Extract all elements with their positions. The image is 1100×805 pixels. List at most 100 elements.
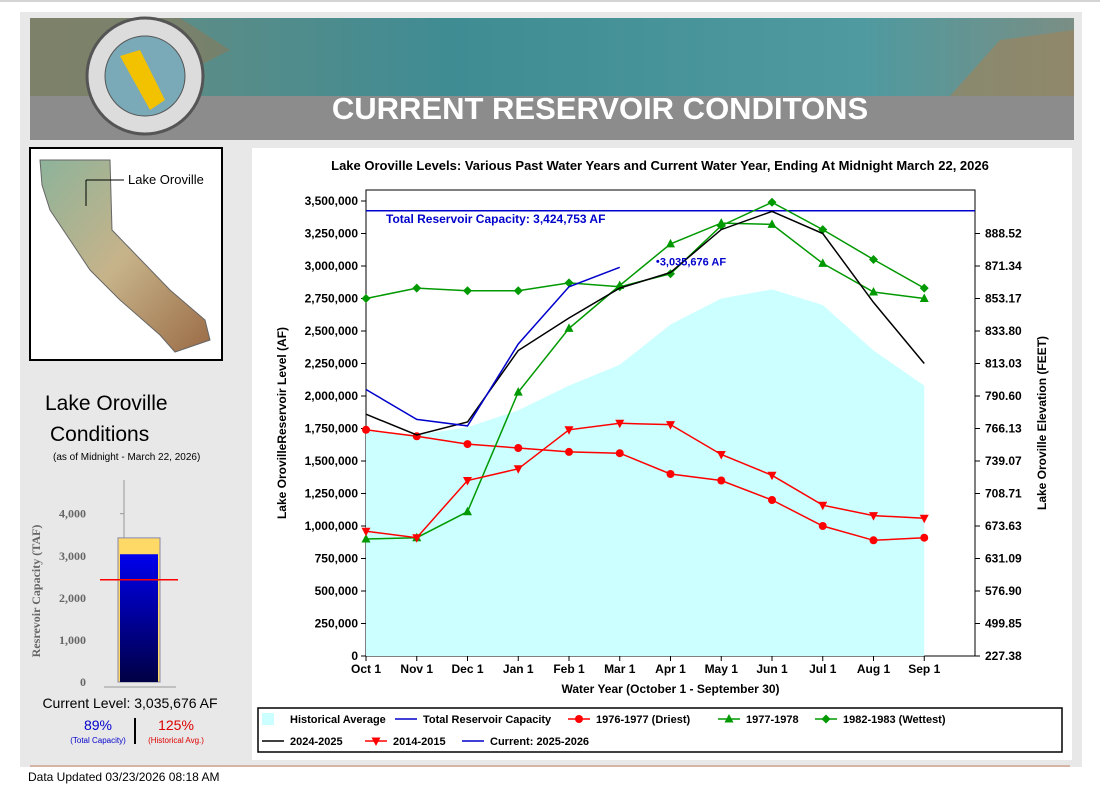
- marker: [818, 522, 827, 530]
- marker: [361, 294, 371, 303]
- x-tick-label: Mar 1: [604, 662, 636, 676]
- marker: [412, 283, 422, 293]
- main-chart: Lake Oroville Levels: Various Past Water…: [262, 158, 1049, 748]
- marker: [818, 258, 828, 267]
- marker: [666, 470, 675, 478]
- y-tick-label: 4,000: [59, 507, 86, 521]
- y-tick-label: 2,000: [59, 591, 86, 605]
- marker: [869, 287, 878, 296]
- current-label: 3,035,676 AF: [660, 256, 727, 268]
- legend-label: Total Reservoir Capacity: [423, 714, 552, 726]
- marker: [514, 444, 523, 452]
- y-tick-label: 2,500,000: [305, 324, 359, 338]
- x-tick-label: Nov 1: [400, 662, 433, 676]
- series-line: [365, 222, 925, 540]
- y-axis-label: Resrevoir Capacity (TAF): [29, 525, 43, 658]
- marker: [768, 496, 776, 504]
- marker: [920, 533, 929, 542]
- y-tick-label: 1,000,000: [305, 519, 359, 533]
- y-tick-label: 0: [351, 649, 358, 663]
- marker: [615, 419, 625, 429]
- california: [39, 159, 211, 353]
- marker: [919, 514, 929, 524]
- pct-average: 125%: [158, 717, 194, 733]
- y2-tick-label: 790.60: [985, 389, 1022, 403]
- marker: [666, 421, 675, 430]
- legend-label: 1977-1978: [746, 714, 799, 726]
- marker: [463, 506, 472, 516]
- marker: [767, 219, 777, 228]
- y-tick-label: 1,000: [59, 633, 86, 647]
- legend-marker: [575, 715, 583, 723]
- y2-axis-label: Lake Oroville Elevation (FEET): [1035, 336, 1049, 510]
- marker: [463, 477, 472, 486]
- y2-tick-label: 708.71: [985, 487, 1022, 501]
- marker: [412, 534, 422, 543]
- y2-tick-label: 631.09: [985, 552, 1022, 566]
- legend-label: 1982-1983 (Wettest): [843, 714, 946, 726]
- x-tick-label: Aug 1: [857, 662, 891, 676]
- as-of: (as of Midnight - March 22, 2026): [53, 452, 200, 463]
- marker: [362, 425, 370, 434]
- y2-tick-label: 576.90: [985, 584, 1022, 598]
- y-tick-label: 3,000,000: [305, 259, 359, 273]
- marker: [564, 323, 574, 332]
- y-tick-label: 500,000: [315, 584, 359, 598]
- y-tick-label: 3,250,000: [305, 227, 359, 241]
- y-tick-label: 2,000,000: [305, 389, 359, 403]
- x-tick-label: Sep 1: [908, 662, 940, 676]
- marker: [919, 283, 929, 293]
- y2-tick-label: 227.38: [985, 649, 1022, 663]
- y2-tick-label: 813.03: [985, 357, 1022, 371]
- series-line: [365, 266, 621, 427]
- legend-label: Current: 2025-2026: [490, 736, 589, 748]
- x-tick-label: Jun 1: [756, 662, 788, 676]
- current-point: [656, 259, 660, 263]
- map-label: Lake Oroville: [128, 172, 204, 187]
- x-tick-label: Dec 1: [451, 662, 483, 676]
- legend-box: [257, 707, 1063, 753]
- marker: [767, 471, 777, 481]
- y-tick-label: 3,500,000: [305, 194, 359, 208]
- pct-average-note: (Historical Avg.): [148, 736, 204, 745]
- capacity-chart: 0 1,000 2,000 3,000 4,000 Resrevoir Capacity …: [29, 480, 178, 689]
- conditions-heading: Conditions: [50, 423, 149, 446]
- marker: [869, 536, 878, 545]
- y-tick-label: 1,250,000: [305, 487, 359, 501]
- current-bar: [120, 554, 158, 682]
- y2-tick-label: 833.80: [985, 324, 1022, 338]
- marker: [666, 238, 675, 248]
- map: Lake Oroville: [29, 147, 223, 361]
- marker: [919, 293, 929, 302]
- y2-tick-label: 739.07: [985, 454, 1022, 468]
- y2-tick-label: 499.85: [985, 617, 1022, 631]
- marker: [615, 449, 624, 458]
- banner: CURRENT RESERVOIR CONDITONS: [30, 16, 1074, 140]
- marker: [513, 286, 523, 296]
- chart-title: Lake Oroville Levels: Various Past Water…: [331, 158, 989, 173]
- pct-capacity-note: (Total Capacity): [70, 736, 126, 745]
- marker: [565, 447, 573, 456]
- x-tick-label: Feb 1: [553, 662, 585, 676]
- marker: [717, 476, 726, 485]
- y-tick-label: 1,750,000: [305, 422, 359, 436]
- y2-tick-label: 766.13: [985, 422, 1022, 436]
- marker: [716, 221, 726, 231]
- y-tick-label: 750,000: [315, 552, 359, 566]
- y-tick-label: 1,500,000: [305, 454, 359, 468]
- x-tick-label: Jan 1: [503, 662, 534, 676]
- legend-marker: [724, 714, 734, 723]
- reference-label: Total Reservoir Capacity: 3,424,753 AF: [386, 212, 605, 226]
- marker: [818, 501, 828, 511]
- banner-hill: [950, 30, 1074, 96]
- x-tick-label: Oct 1: [351, 662, 381, 676]
- marker: [463, 440, 472, 449]
- x-tick-label: Jul 1: [809, 662, 837, 676]
- x-tick-label: Apr 1: [655, 662, 686, 676]
- y-tick-label: 3,000: [59, 549, 86, 563]
- seal-state: [120, 50, 165, 110]
- y-tick-label: 250,000: [315, 617, 359, 631]
- y2-tick-label: 673.63: [985, 519, 1022, 533]
- y2-tick-label: 888.52: [985, 227, 1022, 241]
